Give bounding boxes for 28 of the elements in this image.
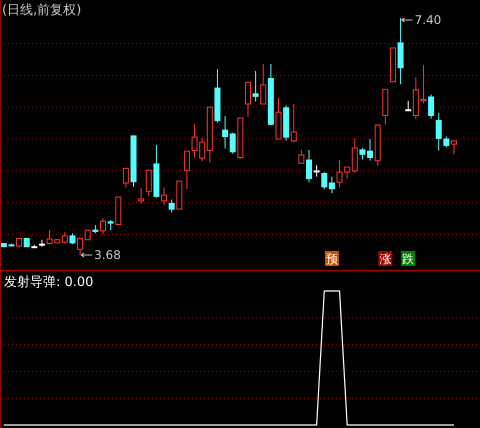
candlestick xyxy=(260,63,266,105)
chart-title: 发射导弹: 0.00 xyxy=(4,275,94,290)
candlestick xyxy=(290,104,297,143)
candlestick xyxy=(306,149,312,183)
candlestick xyxy=(436,112,442,152)
candlestick xyxy=(443,136,450,148)
annotation: 3.68 xyxy=(94,248,121,262)
candlestick xyxy=(108,219,114,231)
candlestick xyxy=(146,170,152,197)
annotation: 涨 xyxy=(379,252,392,266)
candlestick xyxy=(252,70,259,102)
candlestick xyxy=(298,149,304,164)
candlestick xyxy=(244,82,251,118)
annotation: 预 xyxy=(326,252,338,266)
candlestick xyxy=(428,94,434,120)
candlestick xyxy=(352,138,358,174)
candlestick xyxy=(100,218,106,236)
annotation: 7.40 xyxy=(414,13,442,27)
candlestick xyxy=(69,232,76,245)
candlestick xyxy=(62,232,68,244)
candlestick xyxy=(122,168,129,188)
candlestick xyxy=(450,140,457,155)
candlestick xyxy=(168,199,175,213)
annotation: 跌 xyxy=(402,252,414,266)
candlestick xyxy=(138,188,144,205)
candlestick xyxy=(314,164,320,178)
candlestick xyxy=(161,186,168,206)
chart-title: (日线,前复权) xyxy=(2,3,82,18)
